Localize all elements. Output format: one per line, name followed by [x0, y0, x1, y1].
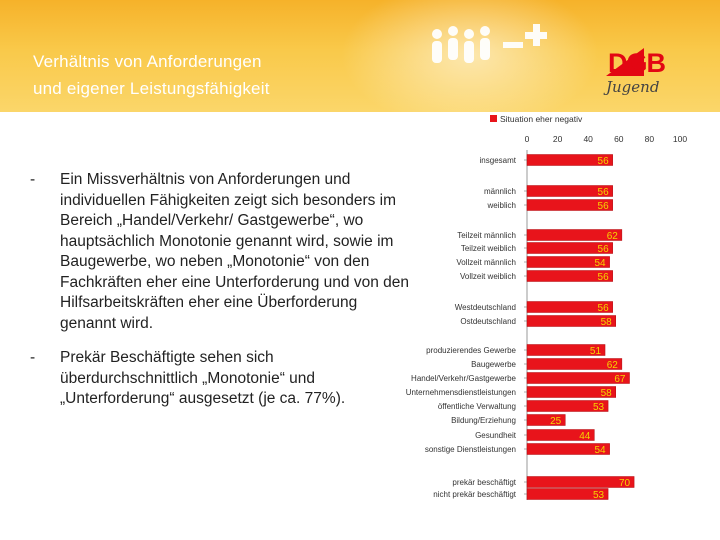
category-label: Vollzeit männlich — [456, 258, 516, 267]
bar-value-label: 56 — [598, 244, 610, 255]
bar — [526, 270, 613, 282]
bar — [526, 358, 623, 370]
bar — [526, 154, 613, 166]
category-label: weiblich — [487, 201, 516, 210]
logo-red-swoosh-icon — [606, 48, 644, 76]
bar-value-label: 44 — [579, 431, 591, 442]
bar — [526, 488, 609, 500]
bar — [526, 344, 606, 356]
bar — [526, 476, 635, 488]
bar — [526, 185, 613, 197]
bullet-list: - Ein Missverhältnis von Anforderungen u… — [30, 170, 410, 424]
bullet-marker: - — [30, 349, 36, 366]
bar-value-label: 56 — [598, 156, 610, 167]
category-label: Gesundheit — [475, 431, 517, 440]
bar-value-label: 62 — [607, 360, 619, 371]
category-label: produzierendes Gewerbe — [426, 346, 516, 355]
bar-value-label: 53 — [593, 490, 605, 501]
people-minus-plus-icon — [432, 24, 547, 63]
bar-value-label: 54 — [594, 445, 606, 456]
bar — [526, 229, 623, 241]
bar-value-label: 58 — [601, 388, 613, 399]
logo-jugend-text: Jugend — [606, 78, 660, 96]
x-tick-label: 20 — [553, 134, 563, 144]
bar-value-label: 56 — [598, 272, 610, 283]
bar-value-label: 25 — [550, 416, 562, 427]
bullet-marker: - — [30, 171, 36, 188]
dgb-jugend-logo: DGB Jugend — [598, 42, 698, 112]
bar-value-label: 58 — [601, 317, 613, 328]
bar — [526, 372, 630, 384]
bar-value-label: 51 — [590, 346, 602, 357]
bar-value-label: 67 — [614, 374, 626, 385]
bar — [526, 256, 610, 268]
category-label: Teilzeit weiblich — [461, 244, 516, 253]
bullet-text: Ein Missverhältnis von Anforderungen und… — [60, 171, 409, 332]
bar — [526, 315, 616, 327]
category-label: Baugewerbe — [471, 360, 516, 369]
category-label: Westdeutschland — [455, 303, 516, 312]
legend-label: Situation eher negativ — [500, 114, 583, 124]
legend-swatch — [490, 115, 497, 122]
bar-value-label: 56 — [598, 303, 610, 314]
category-label: öffentliche Verwaltung — [438, 402, 516, 411]
title-line-2: und eigener Leistungsfähigkeit — [33, 79, 270, 98]
bar — [526, 242, 613, 254]
bullet-item: - Prekär Beschäftigte sehen sich überdur… — [30, 348, 410, 410]
bar — [526, 414, 566, 426]
bar-value-label: 70 — [619, 478, 631, 489]
category-label: prekär beschäftigt — [452, 478, 516, 487]
x-tick-label: 100 — [673, 134, 687, 144]
category-label: Unternehmensdienstleistungen — [406, 388, 516, 397]
bar — [526, 301, 613, 313]
category-label: männlich — [484, 187, 516, 196]
logo-dgb-text: DGB — [608, 48, 666, 78]
bullet-text: Prekär Beschäftigte sehen sich überdurch… — [60, 349, 346, 407]
bar-value-label: 53 — [593, 402, 605, 413]
category-label: insgesamt — [480, 156, 517, 165]
bar — [526, 429, 595, 441]
title-line-1: Verhältnis von Anforderungen — [33, 52, 262, 71]
bar — [526, 400, 609, 412]
bar-value-label: 56 — [598, 187, 610, 198]
header-banner: Verhältnis von Anforderungen und eigener… — [0, 0, 720, 112]
x-tick-label: 0 — [525, 134, 530, 144]
category-label: Vollzeit weiblich — [460, 272, 516, 281]
x-tick-label: 60 — [614, 134, 624, 144]
category-label: Bildung/Erziehung — [451, 416, 516, 425]
bar-value-label: 54 — [594, 258, 606, 269]
bar-value-label: 62 — [607, 231, 619, 242]
category-label: nicht prekär beschäftigt — [433, 490, 516, 499]
bullet-item: - Ein Missverhältnis von Anforderungen u… — [30, 170, 410, 334]
category-label: Ostdeutschland — [460, 317, 516, 326]
x-tick-label: 80 — [645, 134, 655, 144]
bar-value-label: 56 — [598, 201, 610, 212]
category-label: Handel/Verkehr/Gastgewerbe — [411, 374, 517, 383]
bar — [526, 386, 616, 398]
bar — [526, 199, 613, 211]
category-label: sonstige Dienstleistungen — [425, 445, 516, 454]
category-label: Teilzeit männlich — [457, 231, 516, 240]
x-tick-label: 40 — [583, 134, 593, 144]
bar — [526, 443, 610, 455]
page-title: Verhältnis von Anforderungen und eigener… — [33, 48, 270, 102]
